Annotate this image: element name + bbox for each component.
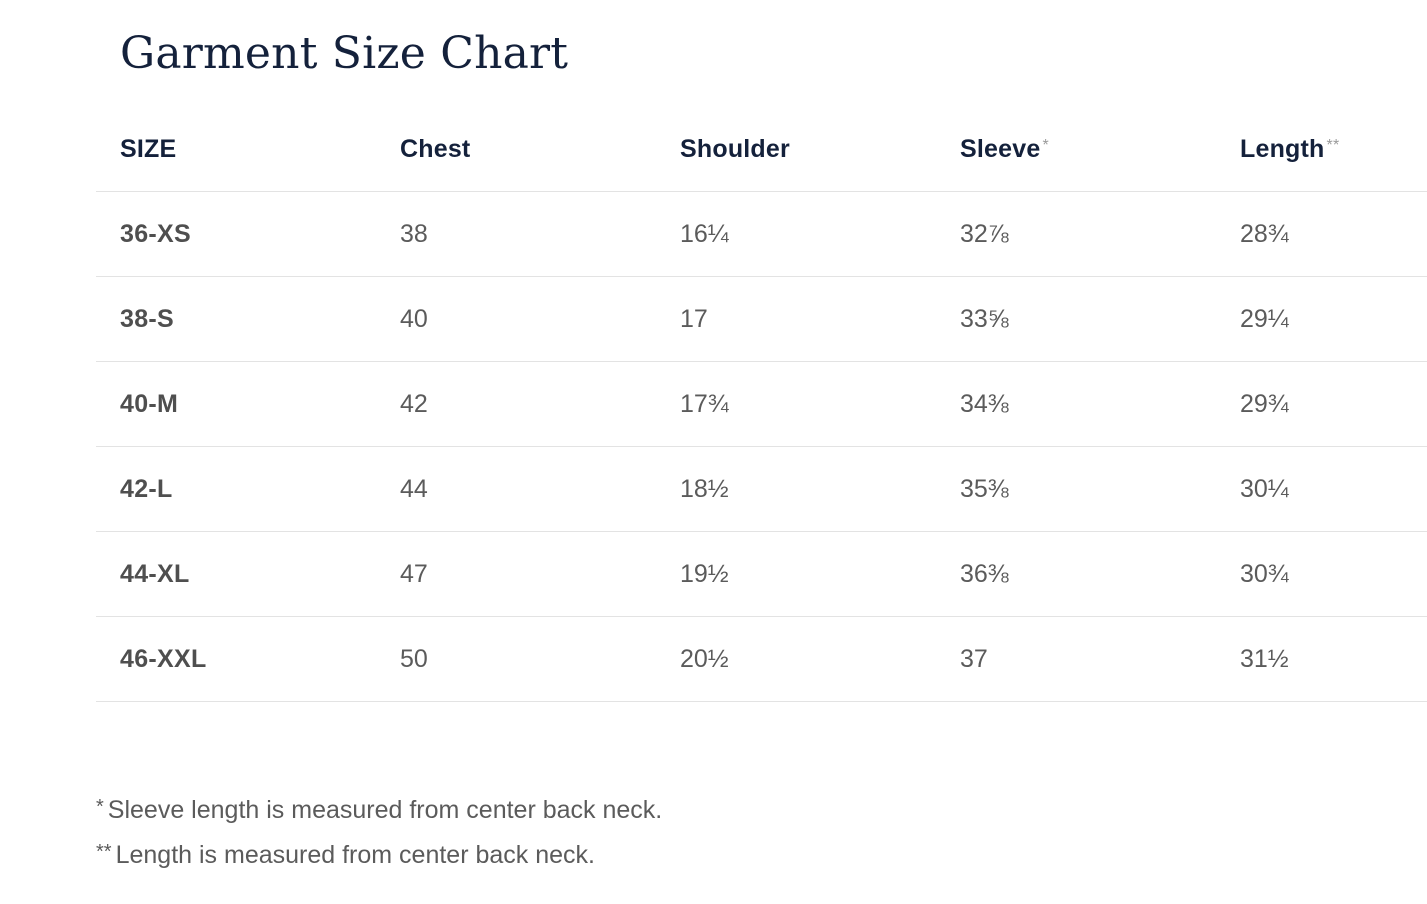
footnote-text: Sleeve length is measured from center ba… bbox=[107, 796, 663, 824]
header-label: Sleeve bbox=[960, 135, 1041, 163]
footnote-length: ** Length is measured from center back ne… bbox=[96, 831, 662, 876]
footnote-mark: ** bbox=[1326, 137, 1340, 154]
footnote-mark: * bbox=[1042, 137, 1049, 154]
size-table: SIZE Chest Shoulder Sleeve * Length ** 36-… bbox=[96, 108, 1427, 702]
header-size: SIZE bbox=[96, 135, 376, 164]
footnotes: * Sleeve length is measured from center b… bbox=[96, 786, 662, 876]
table-row: 40-M 42 17¾ 34⅜ 29¾ bbox=[96, 362, 1427, 447]
size-cell: 38-S bbox=[120, 304, 175, 333]
length-cell: 28¾ bbox=[1240, 219, 1289, 248]
table-row: 46-XXL 50 20½ 37 31½ bbox=[96, 617, 1427, 702]
size-cell: 36-XS bbox=[120, 219, 191, 248]
shoulder-cell: 17¾ bbox=[680, 389, 729, 418]
size-cell: 44-XL bbox=[120, 559, 190, 588]
sleeve-cell: 32⅞ bbox=[960, 219, 1009, 248]
table-row: 44-XL 47 19½ 36⅜ 30¾ bbox=[96, 532, 1427, 617]
length-cell: 29¼ bbox=[1240, 304, 1289, 333]
chest-cell: 44 bbox=[400, 474, 428, 503]
shoulder-cell: 20½ bbox=[680, 644, 729, 673]
length-cell: 31½ bbox=[1240, 644, 1289, 673]
length-cell: 30¾ bbox=[1240, 559, 1289, 588]
shoulder-cell: 16¼ bbox=[680, 219, 729, 248]
length-cell: 30¼ bbox=[1240, 474, 1289, 503]
footnote-mark: * bbox=[96, 796, 104, 818]
chest-cell: 47 bbox=[400, 559, 428, 588]
footnote-sleeve: * Sleeve length is measured from center b… bbox=[96, 786, 662, 831]
shoulder-cell: 18½ bbox=[680, 474, 729, 503]
chest-cell: 38 bbox=[400, 219, 428, 248]
size-cell: 40-M bbox=[120, 389, 179, 418]
header-label: Shoulder bbox=[680, 135, 790, 163]
length-cell: 29¾ bbox=[1240, 389, 1289, 418]
chest-cell: 42 bbox=[400, 389, 428, 418]
table-row: 38-S 40 17 33⅝ 29¼ bbox=[96, 277, 1427, 362]
table-row: 42-L 44 18½ 35⅜ 30¼ bbox=[96, 447, 1427, 532]
sleeve-cell: 37 bbox=[960, 644, 988, 673]
shoulder-cell: 17 bbox=[680, 304, 708, 333]
page-title: Garment Size Chart bbox=[120, 28, 569, 79]
header-chest: Chest bbox=[376, 135, 656, 164]
shoulder-cell: 19½ bbox=[680, 559, 729, 588]
size-cell: 46-XXL bbox=[120, 644, 207, 673]
sleeve-cell: 36⅜ bbox=[960, 559, 1009, 588]
header-label: Chest bbox=[400, 135, 471, 163]
sleeve-cell: 33⅝ bbox=[960, 304, 1009, 333]
table-row: 36-XS 38 16¼ 32⅞ 28¾ bbox=[96, 192, 1427, 277]
chest-cell: 50 bbox=[400, 644, 428, 673]
footnote-mark: ** bbox=[96, 841, 112, 863]
sleeve-cell: 34⅜ bbox=[960, 389, 1009, 418]
header-length: Length ** bbox=[1216, 135, 1427, 164]
header-label: Length bbox=[1240, 135, 1325, 163]
footnote-text: Length is measured from center back neck… bbox=[115, 841, 595, 869]
header-sleeve: Sleeve * bbox=[936, 135, 1216, 164]
sleeve-cell: 35⅜ bbox=[960, 474, 1009, 503]
table-header-row: SIZE Chest Shoulder Sleeve * Length ** bbox=[96, 108, 1427, 192]
size-cell: 42-L bbox=[120, 474, 173, 503]
header-label: SIZE bbox=[120, 135, 177, 163]
header-shoulder: Shoulder bbox=[656, 135, 936, 164]
chest-cell: 40 bbox=[400, 304, 428, 333]
